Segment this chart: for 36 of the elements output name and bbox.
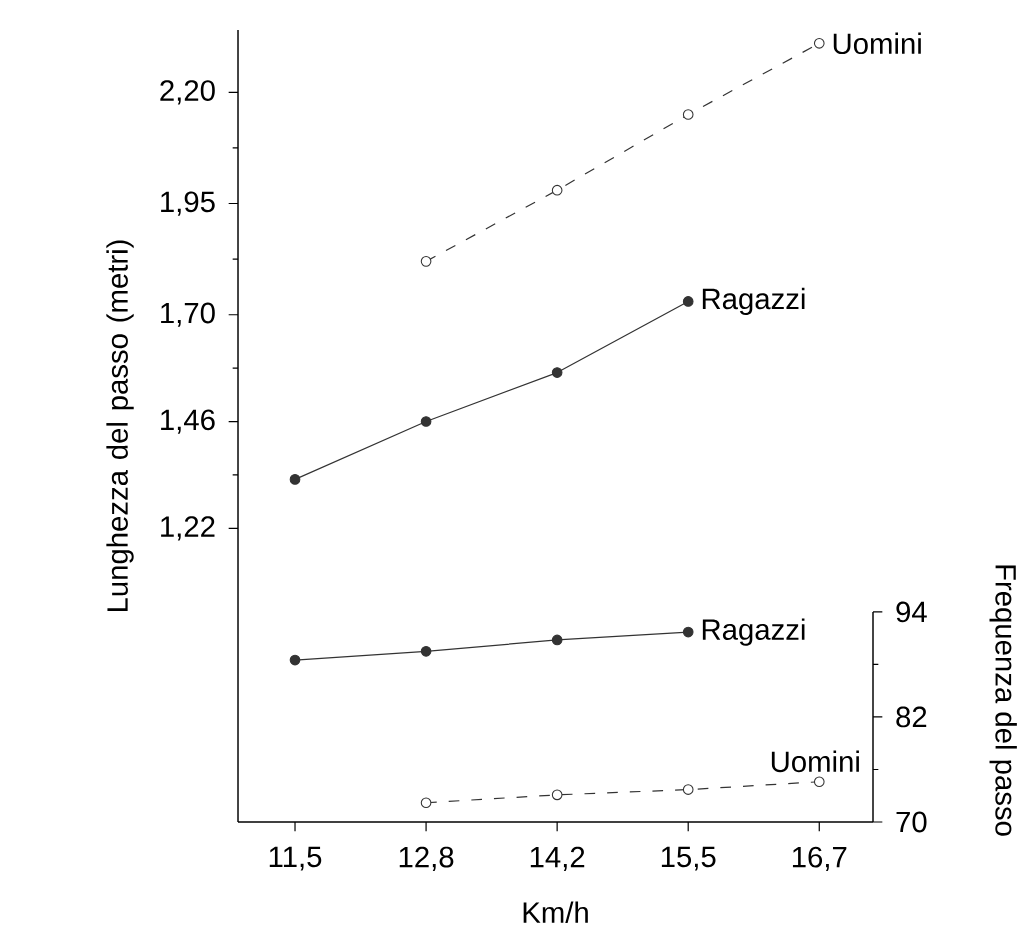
- point: [813, 38, 825, 49]
- x-axis-title: Km/h: [523, 901, 588, 923]
- point: [420, 797, 432, 809]
- y-tick-label: 1,95: [161, 191, 215, 216]
- series-label: Ragazzi: [702, 287, 805, 316]
- y2-axis-title: Frequenza del passo: [989, 565, 1017, 836]
- point: [813, 776, 825, 788]
- y-tick-label: 1,22: [161, 516, 215, 541]
- x-tick-label: 15,5: [661, 846, 716, 871]
- x-tick-label: 11,5: [269, 846, 322, 871]
- point: [682, 784, 694, 795]
- point: [420, 416, 432, 427]
- y-tick-label: 1,46: [161, 409, 215, 434]
- point: [551, 634, 563, 646]
- series-label: Ragazzi: [702, 618, 805, 646]
- y-tick-label: 1,70: [161, 302, 215, 327]
- y2-tick-label: 82: [896, 706, 927, 728]
- point: [551, 789, 563, 801]
- y-tick-label: 2,20: [160, 80, 215, 105]
- point: [682, 109, 694, 120]
- x-tick-label: 16,7: [792, 846, 847, 871]
- series-label: Uomini: [771, 750, 859, 773]
- x-tick-label: 14,2: [530, 846, 585, 871]
- point: [420, 256, 432, 267]
- series-label: Uomini: [833, 32, 921, 55]
- y2-tick-label: 70: [896, 811, 927, 833]
- point: [551, 184, 563, 196]
- point: [551, 367, 563, 378]
- point: [289, 474, 301, 485]
- point: [289, 654, 301, 666]
- x-tick-label: 12,8: [399, 846, 454, 871]
- point: [682, 296, 694, 307]
- point: [682, 626, 694, 638]
- point: [420, 645, 432, 657]
- y-axis-title: Lunghezza del passo (metri): [106, 240, 134, 612]
- y2-tick-label: 94: [896, 601, 927, 623]
